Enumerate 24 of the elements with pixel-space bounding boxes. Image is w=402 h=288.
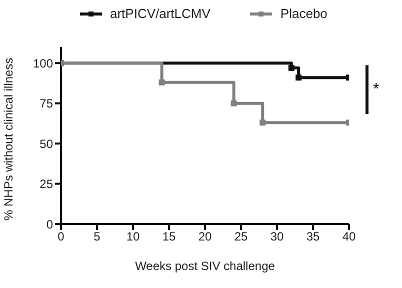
x-tick-label: 15 — [162, 230, 176, 244]
y-tick-label: 0 — [46, 217, 54, 232]
x-tick-label: 25 — [234, 230, 248, 244]
y-tick-label: 75 — [40, 96, 54, 111]
x-tick-label: 40 — [342, 230, 356, 244]
x-tick-label: 30 — [270, 230, 284, 244]
point — [288, 64, 294, 71]
text: * — [373, 80, 380, 98]
point — [230, 100, 237, 106]
y-axis-title: % NHPs without clinical illness — [1, 58, 16, 220]
x-tick-label: 35 — [306, 230, 320, 244]
x-tick-label: 0 — [58, 230, 65, 244]
x-axis-title: Weeks post SIV challenge — [135, 259, 276, 273]
y-tick-label: 100 — [32, 56, 54, 70]
x-tick-label: 20 — [198, 230, 212, 244]
point — [260, 120, 266, 126]
x-tick-label: 10 — [126, 230, 140, 244]
x-tick-label: 5 — [94, 230, 101, 244]
legend-label: Placebo — [280, 6, 328, 21]
point — [158, 79, 165, 86]
legend-label: artPICV/artLCMV — [110, 6, 210, 21]
y-tick-label: 25 — [40, 177, 54, 192]
point — [296, 74, 302, 81]
y-tick-label: 50 — [40, 136, 54, 151]
